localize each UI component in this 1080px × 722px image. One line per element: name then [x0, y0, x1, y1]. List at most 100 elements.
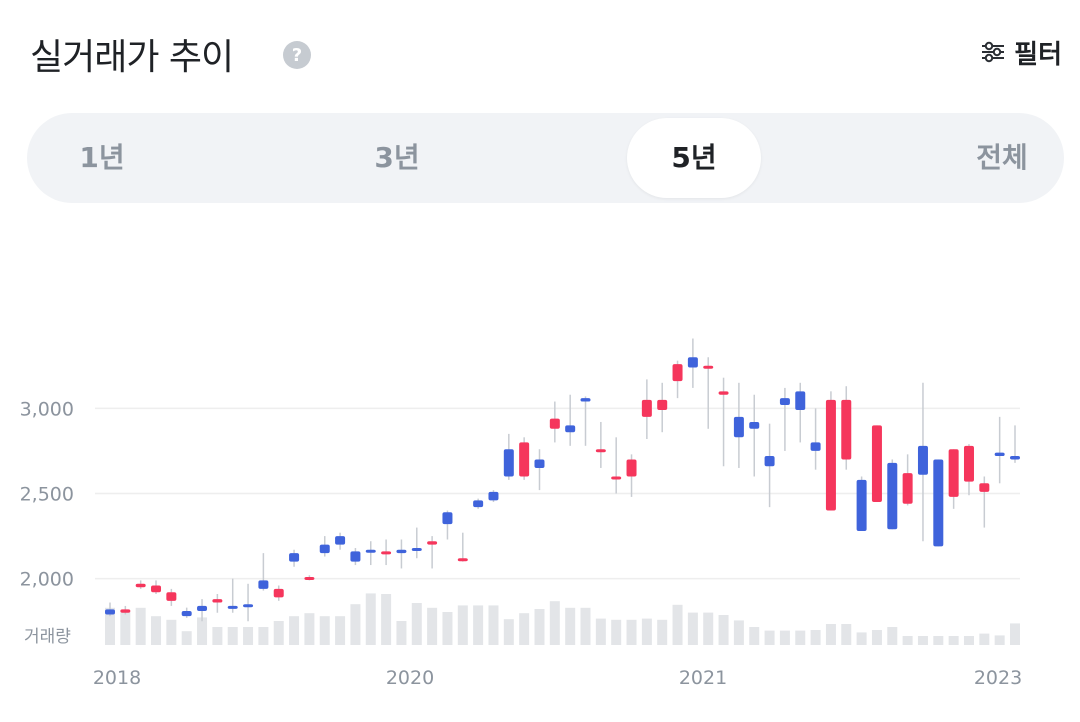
- candle-body: [427, 541, 438, 545]
- x-tick-label: 2021: [679, 667, 727, 689]
- tab-all[interactable]: 전체: [976, 141, 1028, 174]
- candle-body: [595, 449, 606, 453]
- volume-bar: [672, 604, 683, 645]
- candle-body: [289, 553, 300, 562]
- volume-bar: [810, 630, 821, 645]
- volume-bar: [227, 627, 238, 645]
- volume-bar: [519, 613, 530, 645]
- volume-bar: [917, 636, 928, 645]
- volume-bar: [1010, 623, 1020, 645]
- volume-bar: [718, 615, 729, 645]
- candle-body: [411, 548, 422, 552]
- volume-bar: [626, 619, 637, 645]
- volume-bar: [135, 607, 146, 645]
- candle-body: [917, 445, 928, 475]
- candle-body: [227, 605, 238, 609]
- candle-body: [611, 476, 622, 480]
- volume-bar: [273, 621, 284, 645]
- candle-body: [488, 491, 499, 501]
- candle-body: [749, 421, 760, 429]
- candle-body: [703, 365, 714, 369]
- candle-body: [335, 536, 346, 545]
- candle-body: [350, 551, 361, 562]
- volume-label: 거래량: [24, 627, 71, 647]
- candle-body: [457, 558, 468, 562]
- volume-bar: [565, 607, 576, 645]
- volume-bar: [411, 603, 422, 645]
- candle-body: [825, 399, 836, 511]
- volume-bar: [595, 618, 606, 645]
- candle-body: [273, 588, 284, 598]
- question-circle-icon[interactable]: ?: [282, 40, 312, 70]
- candle-body: [396, 549, 407, 554]
- candle-body: [519, 442, 530, 477]
- candle-body: [549, 418, 560, 429]
- price-candlestick-chart: 2,000 2,500 3,000 거래량 2018 2020 2021 2023: [20, 338, 1022, 689]
- candle-body: [718, 391, 729, 395]
- volume-bar: [258, 627, 269, 645]
- volume-bar: [427, 607, 438, 645]
- volume-bar: [871, 630, 882, 645]
- candle-body: [442, 512, 453, 525]
- candle-body: [963, 445, 974, 482]
- volume-bar: [319, 616, 330, 645]
- candle-body: [672, 364, 683, 382]
- candle-body: [212, 599, 223, 603]
- volume-bar: [580, 607, 591, 645]
- candle-body: [197, 605, 208, 612]
- volume-bar: [733, 620, 744, 645]
- volume-bar: [841, 624, 852, 645]
- candle-body: [565, 425, 576, 433]
- volume-bar: [933, 636, 944, 645]
- candle-body: [105, 609, 115, 615]
- svg-text:?: ?: [292, 45, 302, 66]
- page-title: 실거래가 추이: [30, 37, 234, 78]
- y-tick-label: 3,000: [20, 398, 74, 420]
- volume-bar: [304, 613, 315, 645]
- candle-body: [166, 592, 177, 601]
- volume-bar: [181, 631, 192, 645]
- volume-bar: [365, 593, 376, 645]
- volume-bar: [243, 627, 254, 645]
- volume-bar: [779, 630, 790, 645]
- candle-body: [381, 551, 392, 555]
- volume-bar: [120, 612, 131, 645]
- candle-body: [871, 425, 882, 503]
- volume-bar: [335, 616, 346, 645]
- candle-body: [473, 500, 484, 508]
- volume-bar: [105, 607, 115, 645]
- volume-bar: [534, 609, 545, 645]
- candle-body: [948, 449, 959, 497]
- volume-bar: [902, 636, 913, 645]
- volume-bar: [749, 627, 760, 645]
- volume-bar: [887, 627, 898, 645]
- volume-bar: [197, 617, 208, 645]
- volume-bar: [825, 624, 836, 645]
- tab-1-year[interactable]: 1년: [79, 141, 125, 174]
- volume-bar: [994, 635, 1005, 645]
- candle-body: [626, 459, 637, 477]
- candle-body: [135, 583, 146, 588]
- volume-bar: [549, 601, 560, 645]
- volume-bar: [795, 630, 806, 645]
- volume-bar: [350, 604, 361, 645]
- candle-body: [258, 580, 269, 589]
- candle-body: [795, 391, 806, 411]
- volume-bar: [381, 594, 392, 645]
- volume-bar: [289, 616, 300, 645]
- y-tick-label: 2,000: [20, 569, 74, 591]
- candle-body: [641, 399, 652, 417]
- y-tick-label: 2,500: [20, 484, 74, 506]
- candle-body: [810, 442, 821, 451]
- volume-bar: [166, 619, 177, 645]
- filter-label: 필터: [1014, 39, 1062, 70]
- filter-button[interactable]: 필터: [980, 32, 1062, 72]
- x-tick-label: 2020: [386, 667, 434, 689]
- candle-body: [151, 585, 162, 593]
- candle-body: [902, 473, 913, 504]
- tab-3-years[interactable]: 3년: [374, 141, 420, 174]
- volume-bar: [641, 618, 652, 645]
- volume-bar: [151, 616, 162, 645]
- tab-5-years[interactable]: 5년: [627, 118, 761, 198]
- volume-bar: [457, 605, 468, 645]
